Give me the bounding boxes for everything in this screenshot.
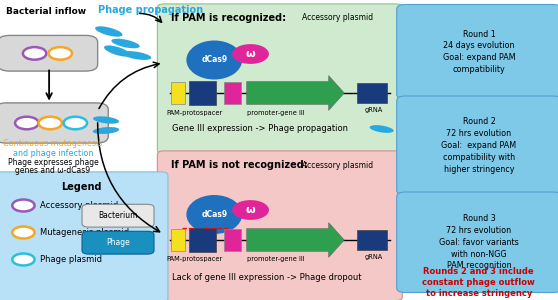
FancyBboxPatch shape [82,204,154,227]
Bar [171,229,185,251]
Text: Accessory plasmid: Accessory plasmid [302,14,373,22]
Ellipse shape [370,125,393,133]
Circle shape [49,47,72,60]
Ellipse shape [95,26,123,37]
Circle shape [12,200,35,211]
Circle shape [15,117,39,129]
Text: If PAM is recognized:: If PAM is recognized: [171,13,286,23]
FancyBboxPatch shape [157,151,402,300]
Text: Accessory plasmid: Accessory plasmid [302,160,373,169]
Ellipse shape [186,40,242,80]
Bar [224,229,241,251]
Ellipse shape [122,51,151,60]
FancyBboxPatch shape [0,103,108,143]
FancyBboxPatch shape [0,35,98,71]
Ellipse shape [104,45,131,57]
Text: Rounds 2 and 3 include
constant phage outflow
to increase stringency: Rounds 2 and 3 include constant phage ou… [422,267,535,298]
Text: ω: ω [246,49,256,59]
Text: dCas9: dCas9 [201,56,227,64]
Text: Phage: Phage [106,238,129,247]
Text: Bacterial inflow: Bacterial inflow [6,8,86,16]
Text: Round 1
24 days evolution
Goal: expand PAM
compatibility: Round 1 24 days evolution Goal: expand P… [442,30,516,74]
Circle shape [232,200,269,220]
Text: Phage expresses phage: Phage expresses phage [8,158,98,167]
Bar [224,82,241,104]
Text: Round 2
72 hrs evolution
Goal:  expand PAM
compatibility with
higher stringency: Round 2 72 hrs evolution Goal: expand PA… [441,117,517,174]
Bar [189,228,216,252]
Ellipse shape [186,195,242,234]
Circle shape [12,254,35,266]
FancyBboxPatch shape [0,172,168,300]
Bar [357,83,387,103]
Text: Mutagenesis plasmid: Mutagenesis plasmid [40,228,129,237]
Text: If PAM is not recognized:: If PAM is not recognized: [171,160,307,170]
Bar [357,230,387,250]
Text: dCas9: dCas9 [201,210,227,219]
Text: PAM-protospacer: PAM-protospacer [167,256,223,262]
FancyBboxPatch shape [397,4,558,99]
Circle shape [232,44,269,64]
Text: Legend: Legend [61,182,102,191]
Text: Round 3
72 hrs evolution
Goal: favor variants
with non-NGG
PAM recognition: Round 3 72 hrs evolution Goal: favor var… [439,214,519,270]
FancyBboxPatch shape [157,4,402,154]
FancyBboxPatch shape [397,192,558,292]
Text: promoter-gene III: promoter-gene III [247,110,305,116]
Polygon shape [247,76,344,110]
Ellipse shape [93,116,119,124]
Text: gRNA: gRNA [364,106,382,112]
Ellipse shape [112,39,140,48]
Bar [189,81,216,105]
Circle shape [64,117,87,129]
Polygon shape [247,223,344,257]
Circle shape [39,117,62,129]
Circle shape [12,226,35,238]
FancyBboxPatch shape [397,96,558,195]
Text: Gene III expression -> Phage propagation: Gene III expression -> Phage propagation [172,124,348,134]
Text: Phage plasmid: Phage plasmid [40,255,102,264]
Text: Continuous mutagenesis: Continuous mutagenesis [3,140,103,148]
Ellipse shape [93,127,119,134]
Text: Lack of gene III expression -> Phage dropout: Lack of gene III expression -> Phage dro… [172,273,362,282]
Circle shape [23,47,46,60]
Text: Bacterium: Bacterium [98,211,137,220]
FancyBboxPatch shape [82,231,154,254]
Text: PAM-protospacer: PAM-protospacer [167,110,223,116]
Bar [171,82,185,104]
Text: ω: ω [246,205,256,215]
Text: and phage infection: and phage infection [13,148,93,158]
Text: Accessory plasmid: Accessory plasmid [40,201,118,210]
Text: promoter-gene III: promoter-gene III [247,256,305,262]
Text: Phage propagation: Phage propagation [98,5,203,15]
Text: gRNA: gRNA [364,254,382,260]
Text: genes and ω-dCas9: genes and ω-dCas9 [16,166,90,175]
